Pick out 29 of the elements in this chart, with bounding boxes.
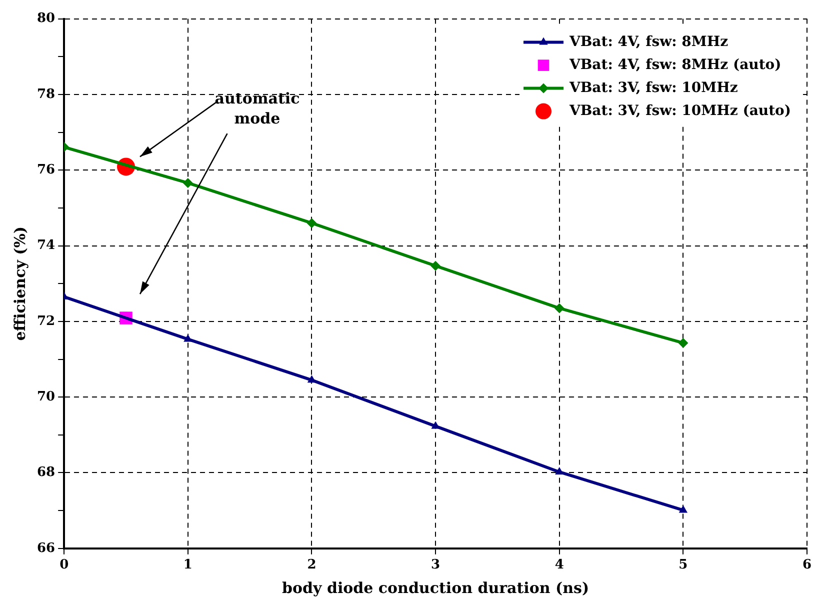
x-tick-label: 0 (60, 558, 69, 573)
legend-label: VBat: 3V, fsw: 10MHz (568, 80, 738, 96)
x-tick-label: 6 (802, 558, 812, 573)
y-axis-title: efficiency (%) (10, 226, 29, 341)
legend-label: VBat: 4V, fsw: 8MHz (auto) (568, 56, 782, 73)
y-tick-label: 80 (36, 11, 56, 26)
legend-label: VBat: 3V, fsw: 10MHz (auto) (568, 102, 792, 119)
point (306, 218, 317, 228)
point (678, 505, 688, 513)
x-tick-label: 4 (554, 558, 564, 573)
y-tick-label: 70 (36, 389, 56, 404)
legend-label: VBat: 4V, fsw: 8MHz (568, 34, 728, 50)
y-tick-label: 68 (36, 465, 56, 480)
x-tick-label: 1 (183, 558, 192, 573)
x-tick-label: 3 (431, 558, 440, 573)
point (554, 303, 564, 314)
point (182, 178, 193, 188)
point (184, 334, 192, 342)
x-axis-title: body diode conduction duration (ns) (282, 578, 590, 597)
x-tick-label: 2 (307, 558, 316, 573)
point (430, 260, 441, 271)
y-tick-label: 78 (36, 86, 56, 102)
point (678, 338, 688, 348)
y-tick-label: 76 (36, 162, 56, 178)
y-tick-label: 72 (36, 314, 56, 329)
x-tick-label: 5 (678, 558, 688, 573)
y-tick-label: 74 (36, 238, 56, 254)
annotation: automatic mode (214, 90, 300, 128)
y-tick-label: 66 (36, 540, 56, 556)
